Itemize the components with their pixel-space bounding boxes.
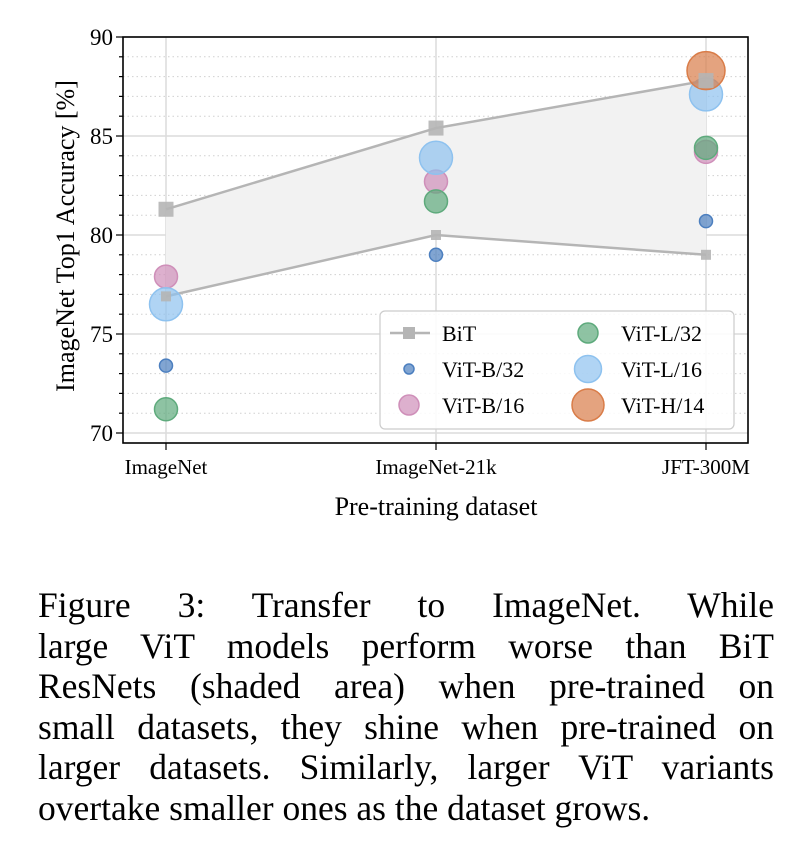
bit-marker-upper xyxy=(698,73,714,89)
point-vit-b-32-imagenet-21k xyxy=(428,247,444,263)
bit-marker-lower xyxy=(431,230,441,240)
legend-item-vit-l-16: ViT-L/16 xyxy=(573,354,702,384)
x-tick-label: JFT-300M xyxy=(662,455,750,479)
legend-marker-icon xyxy=(577,322,599,344)
point-vit-l-32-imagenet-21k xyxy=(423,189,449,214)
legend-item-vit-b-32: ViT-B/32 xyxy=(403,357,524,382)
point-vit-l-16-imagenet xyxy=(148,287,184,322)
legend-label: ViT-L/32 xyxy=(621,321,702,346)
figure-caption: Figure 3: Transfer to ImageNet. While lar… xyxy=(38,585,774,828)
y-tick-label: 80 xyxy=(90,223,113,248)
bit-marker-lower xyxy=(701,249,711,260)
y-tick-label: 90 xyxy=(90,25,113,50)
point-vit-l-32-imagenet xyxy=(153,396,179,422)
legend-item-vit-l-32: ViT-L/32 xyxy=(577,321,702,346)
caption-line: Figure 3: Transfer to ImageNet. While xyxy=(38,585,774,625)
caption-line: larger datasets. Similarly, larger ViT v… xyxy=(38,747,774,787)
caption-line: ResNets (shaded area) when pre-trained o… xyxy=(38,666,774,706)
legend-box xyxy=(379,310,735,430)
legend-bit-square-icon xyxy=(403,327,415,339)
legend-label: ViT-B/16 xyxy=(442,393,524,418)
legend-marker-icon xyxy=(403,363,415,375)
legend-label: ViT-H/14 xyxy=(621,393,704,418)
y-axis-label: ImageNet Top1 Accuracy [%] xyxy=(51,80,80,392)
legend-label: BiT xyxy=(442,321,477,346)
legend-marker-icon xyxy=(571,388,605,422)
x-axis-label: Pre-training dataset xyxy=(335,492,539,521)
bit-marker-upper xyxy=(158,201,174,217)
y-tick-labels: 70 75 80 85 90 xyxy=(90,25,113,446)
x-tick-label: ImageNet-21k xyxy=(375,455,497,479)
caption-line: overtake smaller ones as the dataset gro… xyxy=(38,787,651,828)
caption-line: small datasets, they shine when pre-trai… xyxy=(38,706,774,747)
legend-item-vit-h-14: ViT-H/14 xyxy=(571,388,704,422)
point-vit-l-32-jft-300m xyxy=(693,135,719,161)
legend-marker-icon xyxy=(573,354,603,384)
vit-points xyxy=(148,50,726,422)
legend-item-vit-b-16: ViT-B/16 xyxy=(398,393,524,418)
x-tick-labels: ImageNet ImageNet-21k JFT-300M xyxy=(125,455,751,479)
point-vit-h-14-jft-300m xyxy=(686,50,726,91)
bit-marker-lower xyxy=(161,291,171,302)
legend-item-bit: BiT xyxy=(390,321,477,346)
point-vit-l-16-imagenet-21k xyxy=(418,140,454,176)
x-tick-label: ImageNet xyxy=(125,455,208,479)
caption-line: large ViT models perform worse than BiT xyxy=(38,625,774,666)
y-tick-label: 70 xyxy=(90,421,113,446)
point-vit-b-32-imagenet xyxy=(158,358,174,373)
legend-label: ViT-B/32 xyxy=(442,357,524,382)
bit-marker-upper xyxy=(428,120,444,136)
point-vit-b-16-imagenet xyxy=(153,264,179,289)
legend: BiT ViT-B/32 ViT-B/16 ViT-L/32 ViT-L/16 ViT-H… xyxy=(379,310,735,430)
y-tick-label: 85 xyxy=(90,124,113,149)
legend-label: ViT-L/16 xyxy=(621,357,702,382)
point-vit-b-32-jft-300m xyxy=(698,213,714,229)
axes xyxy=(116,36,749,450)
legend-marker-icon xyxy=(398,394,420,416)
y-tick-label: 75 xyxy=(90,322,113,347)
